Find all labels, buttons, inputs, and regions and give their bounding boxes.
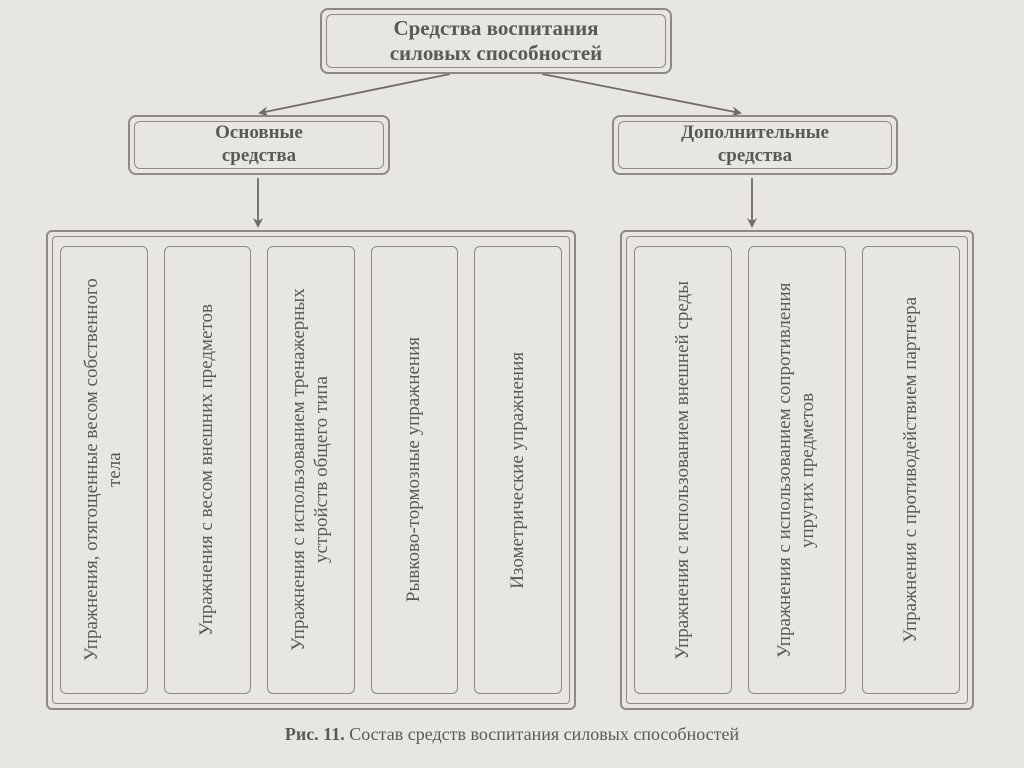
additional-item-label: Упражнения с использованием сопротивлени…: [774, 247, 820, 693]
main-item: Упражнения с использованием тренажерных …: [267, 246, 355, 694]
additional-item: Упражнения с использованием внешней сред…: [634, 246, 732, 694]
branch-additional-label: Дополнительныесредства: [681, 122, 829, 168]
branch-additional-node: Дополнительныесредства: [612, 115, 898, 175]
main-item: Упражнения, отягощенные весом собственно…: [60, 246, 148, 694]
figure-caption: Рис. 11. Состав средств воспитания силов…: [0, 724, 1024, 745]
main-item: Рывково-тормозные упражнения: [371, 246, 459, 694]
additional-item-label: Упражнения с использованием внешней сред…: [672, 269, 695, 672]
group-main: Упражнения, отягощенные весом собственно…: [46, 230, 576, 710]
main-item-label: Рывково-тормозные упражнения: [403, 325, 426, 614]
main-item: Изометрические упражнения: [474, 246, 562, 694]
group-additional: Упражнения с использованием внешней сред…: [620, 230, 974, 710]
root-node: Средства воспитаниясиловых способностей: [320, 8, 672, 74]
root-label: Средства воспитаниясиловых способностей: [390, 16, 603, 66]
caption-label: Рис. 11.: [285, 724, 345, 744]
main-item-label: Упражнения с весом внешних предметов: [196, 292, 219, 648]
main-item-label: Упражнения с использованием тренажерных …: [288, 247, 334, 693]
main-item-label: Изометрические упражнения: [507, 340, 530, 601]
additional-item: Упражнения с противодействием партнера: [862, 246, 960, 694]
branch-main-node: Основныесредства: [128, 115, 390, 175]
diagram-canvas: Средства воспитаниясиловых способностей …: [0, 0, 1024, 768]
main-item-label: Упражнения, отягощенные весом собственно…: [81, 247, 127, 693]
additional-item-label: Упражнения с противодействием партнера: [900, 285, 923, 655]
main-item: Упражнения с весом внешних предметов: [164, 246, 252, 694]
caption-text: Состав средств воспитания силовых способ…: [349, 724, 739, 744]
additional-item: Упражнения с использованием сопротивлени…: [748, 246, 846, 694]
branch-main-label: Основныесредства: [215, 122, 303, 168]
